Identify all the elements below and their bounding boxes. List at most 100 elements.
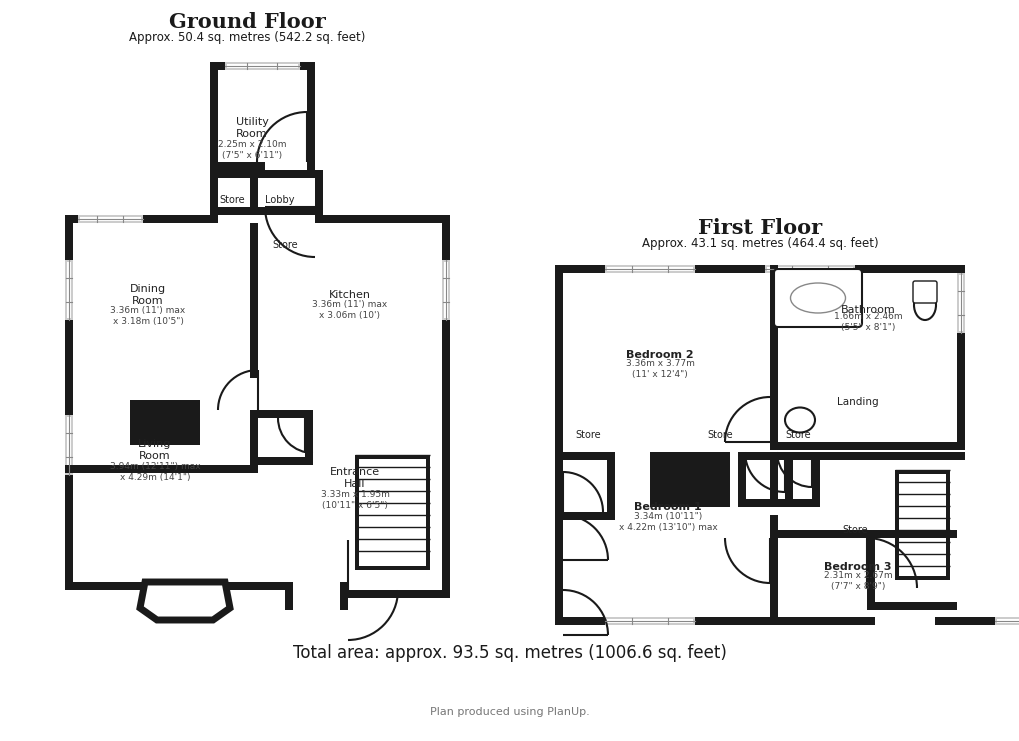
Text: 3.33m x 1.95m
(10'11" x 6'5"): 3.33m x 1.95m (10'11" x 6'5") (320, 491, 389, 510)
Bar (606, 452, 614, 512)
FancyBboxPatch shape (912, 281, 936, 303)
Bar (738, 499, 792, 507)
Bar (958, 275, 962, 331)
Bar (554, 265, 562, 625)
Bar (769, 452, 777, 507)
Bar (996, 619, 1019, 623)
Bar (307, 62, 315, 170)
Text: Ground Floor: Ground Floor (168, 12, 325, 32)
Text: Store: Store (272, 240, 298, 250)
Bar (785, 452, 792, 507)
Bar (347, 590, 449, 598)
Text: Total area: approx. 93.5 sq. metres (1006.6 sq. feet): Total area: approx. 93.5 sq. metres (100… (292, 644, 727, 662)
Bar (956, 273, 964, 333)
Bar (769, 452, 819, 460)
Bar (604, 617, 694, 625)
Text: Bathroom: Bathroom (840, 305, 895, 315)
Bar (284, 582, 292, 610)
Ellipse shape (785, 408, 814, 433)
Ellipse shape (790, 283, 845, 313)
Text: Bedroom 3: Bedroom 3 (823, 562, 891, 572)
Bar (554, 265, 964, 273)
Bar (604, 265, 694, 273)
Bar (866, 602, 956, 610)
Bar (649, 452, 730, 507)
Text: Living
Room: Living Room (139, 439, 171, 461)
Bar (67, 262, 71, 318)
Text: Landing: Landing (837, 397, 878, 407)
Bar (956, 452, 964, 460)
FancyBboxPatch shape (773, 269, 861, 327)
Bar (225, 62, 300, 70)
Bar (769, 515, 777, 625)
Text: First Floor: First Floor (697, 218, 821, 238)
Bar (766, 267, 852, 271)
Bar (945, 470, 949, 580)
Bar (65, 465, 258, 473)
Bar (764, 265, 854, 273)
Bar (738, 452, 745, 507)
Text: 2.31m x 2.67m
(7'7" x 8'9"): 2.31m x 2.67m (7'7" x 8'9") (823, 571, 892, 591)
Bar (225, 582, 289, 590)
Text: Utility
Room: Utility Room (235, 117, 268, 139)
Text: Store: Store (785, 430, 810, 440)
Text: 3.34m (10'11")
x 4.22m (13'10") max: 3.34m (10'11") x 4.22m (13'10") max (618, 512, 716, 532)
Bar (65, 582, 145, 590)
Bar (606, 267, 692, 271)
Bar (258, 170, 323, 178)
Text: Approx. 50.4 sq. metres (542.2 sq. feet): Approx. 50.4 sq. metres (542.2 sq. feet) (128, 32, 365, 44)
Text: Store: Store (842, 525, 867, 535)
Text: Bedroom 1: Bedroom 1 (634, 502, 701, 512)
Bar (67, 417, 71, 473)
Text: Store: Store (219, 195, 245, 205)
Bar (305, 410, 313, 465)
Bar (443, 262, 447, 318)
Ellipse shape (913, 290, 935, 320)
Bar (426, 455, 430, 570)
Bar (227, 64, 298, 68)
Bar (866, 530, 874, 610)
Bar (866, 530, 956, 538)
Text: Store: Store (706, 430, 732, 440)
Bar (210, 162, 265, 170)
Text: 2.25m x 2.10m
(7'5" x 6'11"): 2.25m x 2.10m (7'5" x 6'11") (217, 140, 286, 160)
Bar (769, 530, 956, 538)
Bar (956, 265, 964, 450)
Bar (811, 452, 819, 507)
Bar (894, 470, 949, 474)
Bar (339, 582, 347, 610)
Bar (819, 452, 956, 460)
Bar (250, 170, 258, 215)
Bar (307, 162, 315, 170)
Bar (258, 457, 313, 465)
Bar (894, 470, 898, 580)
Bar (250, 410, 258, 465)
Bar (210, 170, 218, 215)
Bar (441, 215, 449, 590)
Bar (554, 617, 874, 625)
Bar (606, 619, 692, 623)
Text: Dining
Room: Dining Room (129, 285, 166, 306)
Bar (355, 455, 359, 570)
Bar (65, 215, 218, 223)
Bar (355, 455, 430, 459)
Bar (769, 442, 964, 450)
Bar (554, 452, 614, 460)
Bar (79, 217, 141, 221)
Bar (934, 617, 1019, 625)
Bar (65, 215, 73, 590)
Bar (738, 452, 792, 460)
Bar (258, 207, 323, 215)
Bar (994, 617, 1019, 625)
Bar (210, 62, 315, 70)
Text: Entrance
Hall: Entrance Hall (329, 467, 380, 489)
Bar (894, 576, 949, 580)
Bar (250, 223, 258, 378)
Bar (441, 260, 449, 320)
Bar (210, 62, 218, 170)
Bar (315, 215, 449, 223)
Bar (315, 170, 323, 215)
Bar (210, 207, 258, 215)
Bar (65, 260, 73, 320)
Text: Approx. 43.1 sq. metres (464.4 sq. feet): Approx. 43.1 sq. metres (464.4 sq. feet) (641, 238, 877, 250)
